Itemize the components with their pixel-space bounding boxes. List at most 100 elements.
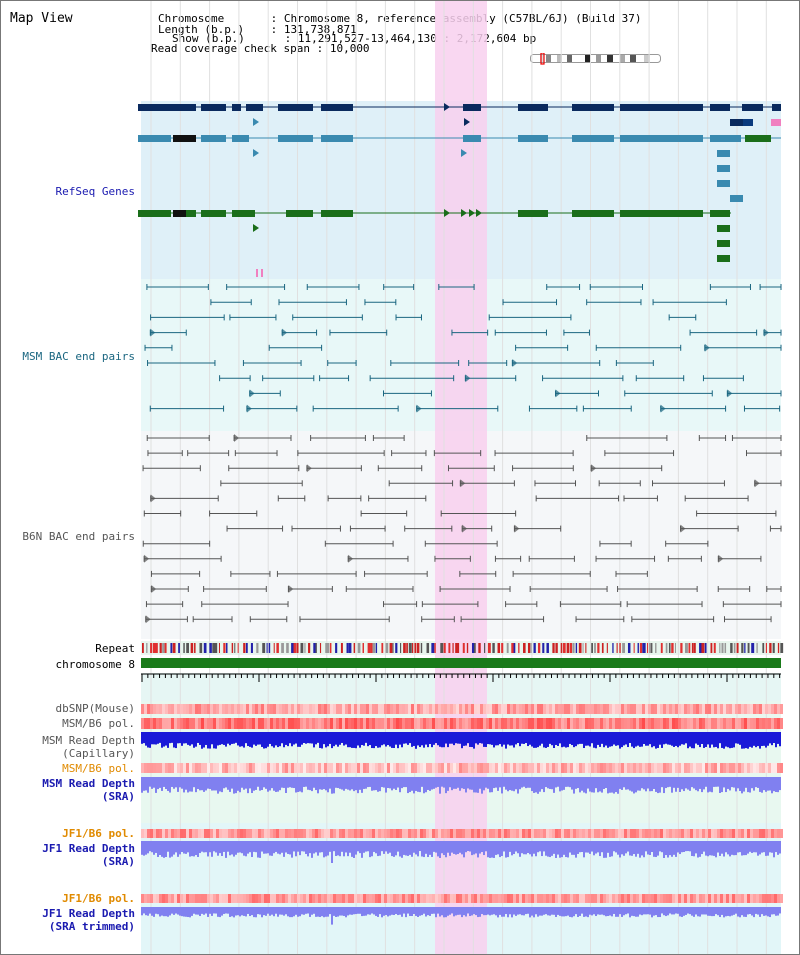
gene-mid-exon [717,150,730,157]
heat-cell [351,894,354,903]
heat-cell [444,704,447,714]
depth-bar [673,777,675,788]
heat-cell [714,718,717,729]
repeat-mark [777,643,780,653]
heat-cell [165,894,168,903]
depth-bar [737,907,739,917]
heat-cell [654,829,657,838]
depth-bar [487,732,489,745]
heat-cell [753,704,756,714]
repeat-mark [473,643,476,653]
depth-bar [293,732,295,745]
depth-bar [489,841,491,858]
depth-bar [641,841,643,856]
heat-cell [345,894,348,903]
depth-bar [329,777,331,789]
depth-bar [169,777,171,793]
heat-cell [405,829,408,838]
heat-cell [324,829,327,838]
heat-cell [672,763,675,773]
depth-bar [181,777,183,789]
heat-cell [588,718,591,729]
depth-bar [767,777,769,791]
depth-bar [173,841,175,855]
depth-bar [647,907,649,915]
depth-bar [165,777,167,790]
heat-cell [534,763,537,773]
depth-bar [169,841,171,858]
depth-bar [731,777,733,788]
depth-bar [259,907,261,915]
heat-cell [384,704,387,714]
heat-cell [447,704,450,714]
heat-cell [183,894,186,903]
depth-bar [631,777,633,792]
depth-bar [229,907,231,917]
depth-bar [211,907,213,916]
depth-bar [453,841,455,854]
depth-bar [233,732,235,744]
heat-cell [279,718,282,729]
depth-bar [737,841,739,853]
heat-cell [636,763,639,773]
heat-cell [669,718,672,729]
heat-cell [171,894,174,903]
depth-bar [349,907,351,915]
depth-bar [779,841,781,854]
depth-bar [237,732,239,746]
heat-cell [492,704,495,714]
depth-bar [271,907,273,915]
heat-cell [270,718,273,729]
repeat-mark [721,643,724,653]
depth-bar [643,777,645,790]
heat-cell [288,894,291,903]
heat-tracks [141,704,783,903]
depth-bar [161,732,163,748]
heat-cell [738,763,741,773]
depth-bar [479,732,481,744]
heat-cell [612,829,615,838]
depth-bar [571,777,573,790]
depth-bar [163,732,165,747]
depth-bar [453,732,455,746]
depth-bar [751,732,753,748]
msm-bac-arrow [246,404,252,413]
depth-bar [699,732,701,748]
heat-cell [723,704,726,714]
depth-bar [289,777,291,788]
depth-bar [615,732,617,746]
depth-bar [571,732,573,746]
chromosome-ideogram[interactable] [530,53,662,65]
depth-bar [593,907,595,915]
depth-bar [247,841,249,854]
repeat-mark [691,643,694,653]
depth-bar [437,777,439,787]
heat-cell [519,704,522,714]
heat-cell [249,829,252,838]
depth-bar [231,777,233,789]
depth-bar [561,777,563,791]
depth-bar [155,907,157,914]
repeat-mark [162,643,165,653]
heat-cell [315,718,318,729]
depth-bar [345,777,347,789]
depth-bar [763,907,765,916]
heat-cell [243,894,246,903]
heat-cell [186,763,189,773]
depth-bar [311,777,313,792]
heat-cell [681,829,684,838]
heat-cell [192,718,195,729]
heat-cell [627,704,630,714]
heat-cell [438,704,441,714]
heat-cell [162,829,165,838]
repeat-mark [674,643,676,653]
depth-bar [577,841,579,854]
depth-bar [421,777,423,787]
depth-bar [471,841,473,856]
depth-bar [151,777,153,789]
heat-cell [294,763,297,773]
depth-bar [465,732,467,746]
depth-bar [465,907,467,917]
heat-cell [435,718,438,729]
